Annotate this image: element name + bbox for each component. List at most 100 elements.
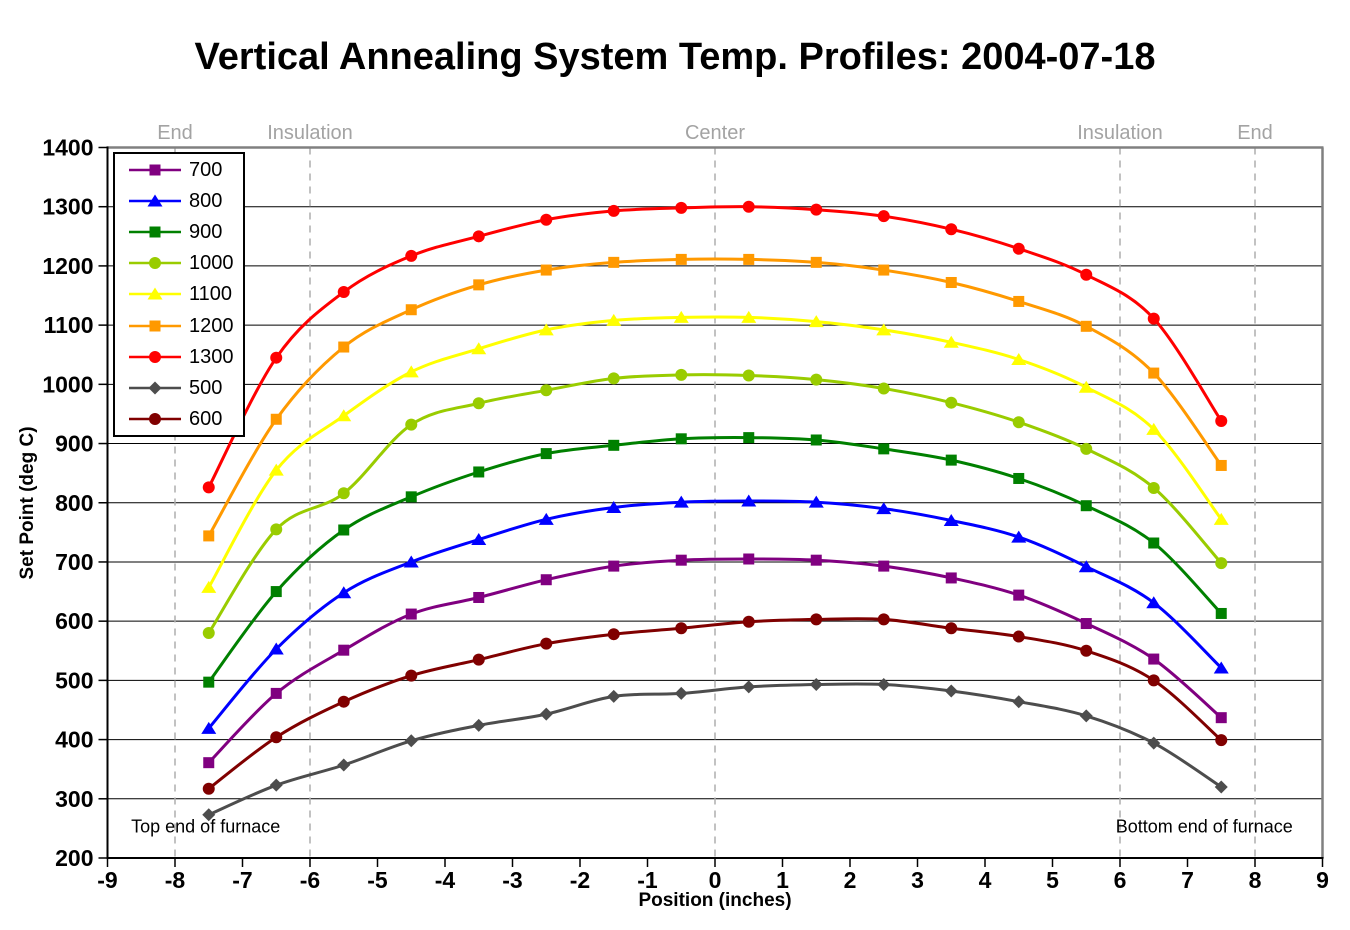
zone-boundary-lines [174,147,1256,858]
y-tick-label: 600 [55,608,93,634]
legend-label: 1100 [189,283,233,306]
y-tick-label: 400 [55,727,93,753]
x-tick-label: 8 [1249,867,1262,893]
y-tick-label: 200 [55,845,93,871]
series-markers-800 [201,494,1229,734]
series-line-700 [207,557,1223,764]
series-line-1100 [207,315,1223,589]
y-tick-labels: 200 300 400 500 600 700 800 900 1000 1100 1200 1300… [42,135,93,872]
y-tick-label: 300 [55,786,93,812]
legend-entry-900: 900 [115,216,243,247]
legend-entry-1000: 1000 [115,248,243,279]
x-tick-label: 5 [1046,867,1059,893]
axis-ticks [98,146,1324,867]
series-900 [203,432,1227,688]
legend-label: 500 [189,376,223,399]
y-tick-label: 1300 [42,194,93,220]
y-tick-label: 1200 [42,253,93,279]
zone-label-insulation-left: Insulation [267,122,353,144]
legend-label: 1200 [189,314,234,337]
legend-entry-1200: 1200 [115,310,243,341]
x-tick-label: 2 [844,867,857,893]
x-tick-label: 4 [979,867,992,893]
series-line-600 [207,617,1223,790]
series-line-900 [207,436,1223,684]
y-tick-label: 1400 [42,135,93,161]
legend-key-triangle-icon [129,194,181,207]
series-800 [201,494,1229,734]
y-tick-label: 700 [55,549,93,575]
x-tick-label: 7 [1181,867,1194,893]
x-tick-label: -3 [502,867,522,893]
legend-key-triangle-icon [129,287,181,300]
y-tick-label: 500 [55,667,93,693]
series-1000 [202,368,1228,640]
series-markers-900 [203,432,1227,688]
series-line-1200 [207,257,1223,537]
annotation-top-end-of-furnace: Top end of furnace [131,816,281,837]
legend-key-square-icon [129,164,181,176]
series-1200 [203,253,1227,542]
x-tick-label: -7 [232,867,252,893]
series-1100 [201,310,1229,593]
legend-key-circle-icon [129,257,181,270]
chart-title: Vertical Annealing System Temp. Profiles… [194,36,1156,78]
legend-key-square-icon [129,226,181,238]
series-line-800 [207,499,1223,730]
x-tick-label: -9 [97,867,117,893]
zone-label-insulation-right: Insulation [1077,122,1163,144]
series-markers-1000 [202,368,1228,640]
legend-entry-1100: 1100 [115,279,243,310]
series-markers-1100 [201,310,1229,593]
series-line-500 [208,682,1223,817]
zone-label-end-right: End [1237,122,1273,144]
series-500 [202,678,1228,822]
legend-label: 800 [189,189,223,212]
series-markers-1300 [202,200,1228,494]
x-axis-title: Position (inches) [638,890,792,911]
legend-entry-600: 600 [115,404,243,435]
x-tick-label: 9 [1316,867,1329,893]
series-600 [202,613,1228,795]
legend: 700 800 900 1000 1100 1200 1300 500 600 [113,152,245,437]
zone-label-center: Center [684,122,746,144]
x-tick-label: -6 [300,867,320,893]
legend-key-circle-icon [129,350,181,363]
series-markers-1200 [203,253,1227,542]
series-line-1000 [207,373,1223,634]
legend-entry-800: 800 [115,185,243,216]
x-tick-label: -1 [637,867,658,893]
series-markers-500 [202,678,1228,822]
series-markers-700 [203,553,1227,769]
x-tick-labels: -9 -8 -7 -6 -5 -4 -3 -2 -1 0 1 2 3 4 5 6 7 8 9 [97,867,1329,893]
zone-label-end-left: End [157,122,193,144]
series-line-1300 [207,205,1223,489]
legend-key-square-icon [129,320,181,332]
legend-label: 700 [189,158,223,181]
legend-label: 600 [189,408,223,431]
y-tick-label: 800 [55,490,93,516]
legend-entry-1300: 1300 [115,341,243,372]
x-tick-label: -4 [435,867,456,893]
legend-entry-700: 700 [115,154,243,185]
annotation-bottom-end-of-furnace: Bottom end of furnace [1115,816,1293,837]
x-tick-label: 0 [709,867,722,893]
y-tick-label: 1100 [44,312,94,338]
y-axis-title: Set Point (deg C) [17,426,38,580]
legend-key-circle-icon [129,413,181,426]
legend-label: 1000 [189,252,234,275]
y-tick-label: 1000 [42,371,93,397]
legend-label: 1300 [189,345,234,368]
x-tick-label: -2 [570,867,590,893]
series-1300 [202,200,1228,494]
x-tick-label: 6 [1114,867,1127,893]
x-tick-label: -8 [165,867,186,893]
series-markers-600 [202,613,1228,795]
y-tick-label: 900 [55,431,93,457]
legend-key-diamond-icon [129,381,181,395]
x-tick-label: 1 [776,867,789,893]
x-tick-label: -5 [367,867,388,893]
legend-entry-500: 500 [115,372,243,403]
